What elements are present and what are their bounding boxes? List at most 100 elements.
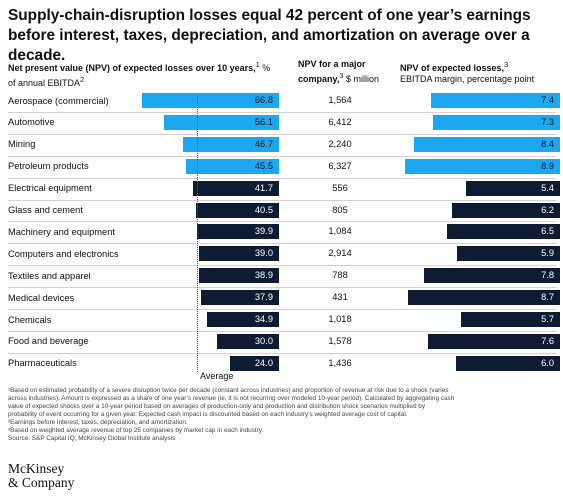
major-company-value: 2,240: [328, 138, 352, 149]
npv-value-label: 41.7: [254, 182, 273, 193]
npv-bar: [201, 290, 279, 306]
footnote-line: value of expected shocks over a 10-year …: [8, 403, 426, 410]
major-company-value: 1,436: [328, 357, 352, 368]
row-divider: [8, 243, 556, 245]
major-company-value: 1,564: [328, 95, 352, 105]
loss-header-bold: NPV of expected losses,: [400, 63, 505, 73]
npv-value-label: 40.5: [254, 204, 273, 215]
loss-bar: [427, 333, 560, 349]
loss-header-sup: 3: [504, 60, 509, 69]
npv-bar: [193, 180, 279, 196]
npv-value-label: 30.0: [254, 335, 273, 346]
major-company-column-header: NPV for a major company,3 $ million: [298, 59, 380, 85]
npv-value-label: 34.9: [254, 314, 273, 324]
row-label: Food and beverage: [8, 336, 89, 347]
npv-header-rest: % of annual EBITDA: [8, 63, 271, 88]
loss-value-label: 7.6: [541, 335, 554, 346]
row-label: Machinery and equipment: [8, 226, 115, 237]
major-company-value: 556: [332, 182, 348, 193]
loss-value-label: 6.2: [541, 204, 554, 215]
npv-bar: [217, 333, 279, 349]
major-header-bold: NPV for a major company,: [298, 59, 366, 84]
npv-bar: [199, 246, 279, 262]
row-divider: [8, 133, 556, 135]
average-line: [197, 96, 198, 372]
major-company-value: 6,412: [328, 116, 352, 127]
major-header-rest: $ million: [343, 74, 380, 84]
npv-header-bold: Net present value (NPV) of expected loss…: [8, 63, 256, 73]
footnote-line: ¹Based on estimated probability of a sev…: [8, 387, 449, 394]
loss-bar: [424, 268, 560, 284]
major-header-sup: 3: [339, 71, 344, 80]
row-label: Petroleum products: [8, 161, 89, 172]
footnote-line: ²Earnings before interest, taxes, deprec…: [8, 419, 188, 426]
mckinsey-logo: McKinsey & Company: [8, 462, 74, 490]
row-divider: [8, 155, 556, 157]
row-label: Computers and electronics: [8, 248, 119, 259]
npv-value-label: 38.9: [254, 270, 273, 281]
loss-value-label: 6.5: [541, 226, 554, 237]
row-label: Textiles and apparel: [8, 270, 91, 281]
npv-column-header: Net present value (NPV) of expected loss…: [8, 59, 278, 89]
row-divider: [8, 265, 556, 267]
npv-bar: [199, 268, 279, 284]
row-label: Pharmaceuticals: [8, 358, 77, 369]
loss-bar: [452, 202, 560, 218]
row-divider: [8, 309, 556, 310]
row-divider: [8, 352, 556, 354]
loss-value-label: 5.4: [541, 182, 554, 193]
row-divider: [8, 330, 556, 332]
chart-title: Supply-chain-disruption losses equal 42 …: [8, 7, 531, 64]
loss-value-label: 5.7: [541, 314, 554, 324]
logo-line-2: & Company: [8, 475, 75, 490]
major-company-value: 431: [332, 292, 348, 303]
npv-bar: [163, 114, 279, 130]
logo-line-1: McKinsey: [8, 461, 65, 476]
loss-value-label: 7.3: [541, 116, 554, 127]
npv-value-label: 39.9: [254, 226, 273, 237]
npv-bar: [195, 202, 279, 218]
loss-bar: [431, 93, 560, 108]
footnote-line: probability of event occurring for a giv…: [8, 411, 408, 418]
major-company-value: 805: [332, 204, 348, 215]
major-company-value: 6,327: [328, 160, 352, 171]
row-label: Automotive: [8, 117, 55, 128]
row-label: Electrical equipment: [8, 183, 92, 194]
loss-bar: [432, 114, 560, 130]
npv-bar: [207, 312, 279, 327]
major-company-value: 788: [332, 270, 348, 281]
loss-bar: [455, 355, 560, 371]
loss-bar: [465, 180, 560, 196]
npv-value-label: 45.5: [254, 160, 273, 171]
loss-value-label: 5.9: [541, 248, 554, 259]
loss-value-label: 8.7: [541, 292, 554, 303]
major-company-value: 2,914: [328, 248, 352, 259]
footnote-source: Source: S&P Capital IQ; McKinsey Global …: [8, 435, 176, 442]
npv-header-sup: 1: [255, 60, 260, 69]
major-company-value: 1,578: [328, 335, 352, 346]
average-label: Average: [200, 371, 234, 381]
loss-header-rest: EBITDA margin, percentage point: [400, 74, 535, 84]
npv-value-label: 46.7: [254, 138, 273, 149]
npv-value-label: 39.0: [254, 248, 273, 259]
npv-value-label: 37.9: [254, 292, 273, 303]
npv-bar: [229, 355, 279, 371]
row-divider: [8, 111, 556, 113]
loss-value-label: 7.8: [541, 270, 554, 281]
loss-value-label: 6.0: [541, 357, 554, 368]
major-company-value: 1,084: [328, 226, 352, 237]
row-label: Medical devices: [8, 292, 75, 303]
row-divider: [8, 199, 556, 201]
row-divider: [8, 177, 556, 179]
footnote-line: ³Based on weighted average revenue of to…: [8, 427, 264, 434]
row-label: Glass and cement: [8, 205, 83, 215]
npv-bar: [183, 136, 279, 152]
loss-bar: [460, 312, 560, 327]
loss-value-label: 8.9: [541, 160, 554, 171]
loss-bar: [457, 246, 560, 262]
footnotes: ¹Based on estimated probability of a sev…: [8, 387, 556, 443]
npv-bar: [185, 158, 279, 174]
row-label: Aerospace (commercial): [8, 95, 109, 106]
loss-bar: [413, 136, 560, 152]
major-company-value: 1,018: [328, 314, 352, 324]
